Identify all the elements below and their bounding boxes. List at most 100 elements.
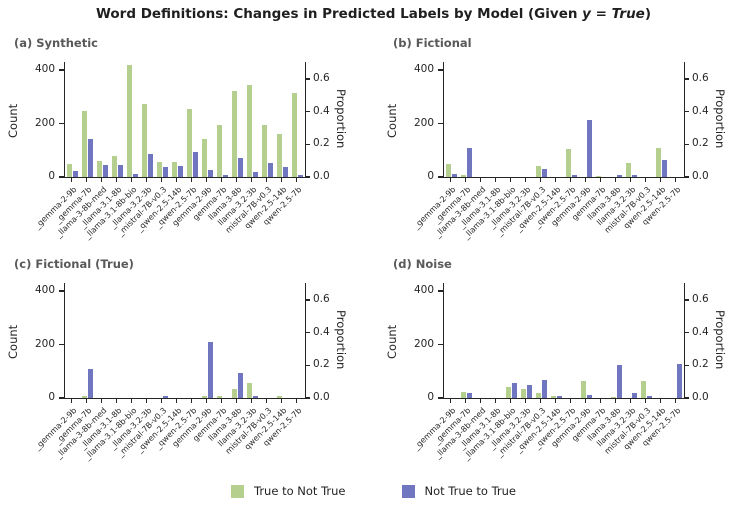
x-tick-mark [449, 178, 452, 182]
subplot-a: (a) Synthetic 0 200 400 0.0 0.2 0.4 0.6 Count Pro… [0, 28, 368, 254]
proportion-tick-label: 0.0 [692, 170, 709, 182]
bar-true-to-not-true [461, 391, 466, 398]
subplot-title: (b) Fictional [393, 36, 472, 50]
x-tick-mark [115, 399, 118, 403]
bar-true-to-not-true [127, 65, 132, 177]
x-tick-mark [539, 399, 542, 403]
count-tick-label: 200 [34, 337, 55, 350]
x-tick-mark [554, 399, 557, 403]
proportion-tick-label: 0.6 [692, 292, 709, 305]
bar-not-true-to-true [452, 174, 457, 177]
bar-true-to-not-true [461, 174, 466, 177]
bar-not-true-to-true [193, 151, 198, 177]
proportion-tick-label: 0.6 [313, 292, 330, 305]
bar-not-true-to-true [587, 119, 592, 177]
bar-not-true-to-true [268, 163, 273, 177]
legend: True to Not True Not True to True [0, 484, 747, 498]
proportion-tick-label: 0.4 [692, 325, 709, 338]
bar-true-to-not-true [172, 162, 177, 177]
x-tick-mark [569, 178, 572, 182]
bar-true-to-not-true [247, 382, 252, 398]
bar-not-true-to-true [253, 172, 258, 177]
proportion-tick-label: 0.2 [692, 137, 709, 150]
bar-not-true-to-true [238, 158, 243, 177]
count-tick-mark [59, 397, 64, 399]
x-tick-mark [614, 178, 617, 182]
bar-not-true-to-true [512, 382, 517, 398]
x-tick-mark [235, 178, 238, 182]
bar-true-to-not-true [97, 160, 102, 177]
bar-not-true-to-true [103, 164, 108, 177]
bar-true-to-not-true [656, 147, 661, 177]
x-tick-mark [659, 178, 662, 182]
x-tick-mark [145, 178, 148, 182]
proportion-tick-label: 0.4 [692, 104, 709, 117]
legend-item-not-true-to-true: Not True to True [401, 484, 517, 498]
proportion-tick-mark [305, 299, 310, 301]
subplot-d: (d) Noise 0 200 400 0.0 0.2 0.4 0.6 Count Proport… [379, 249, 747, 475]
count-tick-mark [59, 122, 64, 125]
x-tick-mark [190, 178, 193, 182]
legend-swatch-green [230, 484, 244, 498]
count-tick-mark [438, 397, 443, 399]
bar-not-true-to-true [298, 175, 303, 177]
x-tick-mark [599, 399, 602, 403]
x-tick-mark [524, 178, 527, 182]
bar-true-to-not-true [82, 111, 87, 177]
bar-true-to-not-true [277, 134, 282, 177]
legend-label: Not True to True [424, 484, 517, 498]
subplot-title: (d) Noise [393, 257, 452, 271]
count-tick-mark [438, 343, 443, 346]
x-tick-mark [494, 399, 497, 403]
x-tick-mark [569, 399, 572, 403]
x-tick-mark [220, 399, 223, 403]
x-tick-mark [644, 178, 647, 182]
bar-not-true-to-true [557, 395, 562, 398]
bar-not-true-to-true [148, 154, 153, 177]
proportion-tick-label: 0.6 [313, 71, 330, 84]
bar-not-true-to-true [208, 169, 213, 177]
bar-true-to-not-true [112, 156, 117, 177]
figure-title-math: y = True [582, 6, 645, 22]
bar-not-true-to-true [88, 368, 93, 398]
bar-true-to-not-true [262, 124, 267, 177]
bar-true-to-not-true [232, 91, 237, 177]
count-tick-label: 400 [413, 284, 434, 297]
bar-not-true-to-true [223, 175, 228, 177]
bar-true-to-not-true [82, 396, 87, 398]
count-tick-mark [438, 122, 443, 125]
count-tick-label: 200 [413, 116, 434, 129]
bar-true-to-not-true [157, 162, 162, 177]
bar-not-true-to-true [467, 147, 472, 177]
count-axis-label: Count [385, 103, 399, 138]
proportion-tick-mark [305, 111, 310, 113]
x-tick-mark [100, 399, 103, 403]
bar-true-to-not-true [202, 396, 207, 398]
bar-true-to-not-true [142, 104, 147, 177]
subplot-c: (c) Fictional (True) 0 200 400 0.0 0.2 0.4 0.6 C… [0, 249, 368, 475]
proportion-tick-mark [305, 364, 310, 367]
proportion-tick-mark [684, 397, 689, 399]
x-tick-mark [494, 178, 497, 182]
bar-true-to-not-true [536, 392, 541, 398]
proportion-tick-mark [305, 176, 310, 178]
x-tick-mark [449, 399, 452, 403]
x-tick-mark [265, 399, 268, 403]
count-tick-label: 400 [34, 63, 55, 76]
bar-true-to-not-true [217, 396, 222, 398]
count-axis-label: Count [385, 324, 399, 359]
bar-not-true-to-true [73, 170, 78, 177]
x-tick-mark [599, 178, 602, 182]
legend-item-true-to-not-true: True to Not True [230, 484, 346, 498]
proportion-tick-label: 0.2 [313, 358, 330, 371]
x-tick-mark [130, 178, 133, 182]
bar-not-true-to-true [572, 174, 577, 177]
bar-not-true-to-true [253, 395, 258, 398]
count-tick-mark [59, 290, 64, 292]
count-tick-mark [438, 69, 443, 71]
x-tick-mark [524, 399, 527, 403]
x-tick-mark [509, 178, 512, 182]
x-tick-mark [250, 178, 253, 182]
proportion-tick-mark [684, 176, 689, 178]
